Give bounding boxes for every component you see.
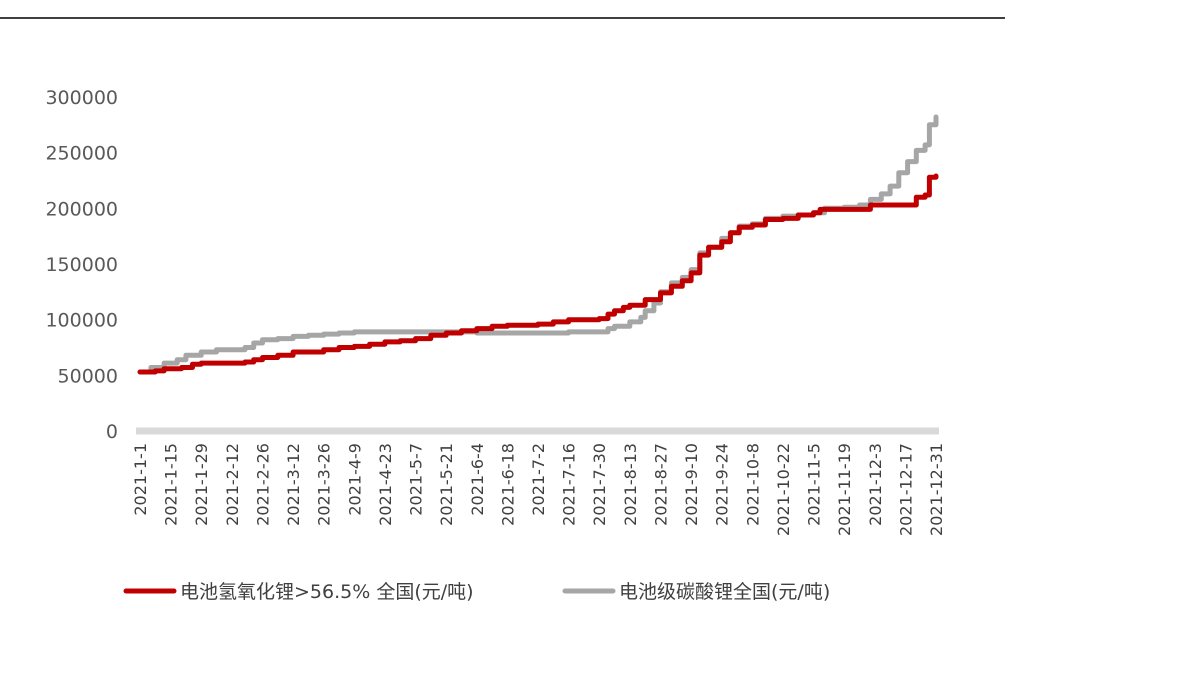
y-tick-label: 200000 <box>45 198 118 220</box>
x-tick-label: 2021-9-10 <box>682 443 701 526</box>
x-tick-label: 2021-2-12 <box>223 443 242 526</box>
x-axis: 2021-1-1 2021-1-15 2021-1-29 2021-2-12 2021-… <box>131 427 946 536</box>
y-tick-label: 250000 <box>45 143 118 165</box>
series-layer <box>137 114 939 375</box>
y-tick-label: 100000 <box>45 310 118 332</box>
x-tick-label: 2021-1-1 <box>131 443 150 516</box>
y-tick-label: 150000 <box>45 254 118 276</box>
legend-item-lithium-hydroxide: 电池氢氧化锂>56.5% 全国(元/吨) <box>123 581 474 603</box>
x-tick-label: 2021-7-30 <box>590 443 609 526</box>
y-tick-label: 300000 <box>45 87 118 109</box>
x-tick-label: 2021-7-2 <box>529 443 548 516</box>
x-tick-label: 2021-10-22 <box>774 443 793 536</box>
x-tick-label: 2021-2-26 <box>253 443 272 526</box>
x-tick-label: 2021-4-23 <box>376 443 395 526</box>
x-tick-label: 2021-12-31 <box>927 443 946 536</box>
x-tick-label: 2021-6-18 <box>498 443 517 526</box>
x-tick-label: 2021-8-27 <box>651 443 670 526</box>
x-tick-label: 2021-11-19 <box>835 443 854 536</box>
series-line-lithium-hydroxide <box>137 173 939 375</box>
y-tick-label: 0 <box>106 421 118 443</box>
x-tick-label: 2021-5-21 <box>437 443 456 526</box>
x-tick-label: 2021-10-8 <box>743 443 762 526</box>
x-tick-label: 2021-6-4 <box>468 443 487 516</box>
legend-label: 电池级碳酸锂全国(元/吨) <box>619 581 830 603</box>
x-tick-label: 2021-9-24 <box>713 443 732 526</box>
x-tick-label: 2021-7-16 <box>560 443 579 526</box>
legend-label: 电池氢氧化锂>56.5% 全国(元/吨) <box>180 581 474 603</box>
series-line-lithium-carbonate <box>137 114 939 375</box>
x-tick-label: 2021-3-12 <box>284 443 303 526</box>
x-tick-label: 2021-5-7 <box>407 443 426 516</box>
x-tick-label: 2021-1-15 <box>162 443 181 526</box>
x-tick-label: 2021-12-17 <box>896 443 915 536</box>
legend: 电池氢氧化锂>56.5% 全国(元/吨) 电池级碳酸锂全国(元/吨) <box>123 581 830 603</box>
legend-item-lithium-carbonate: 电池级碳酸锂全国(元/吨) <box>562 581 830 603</box>
x-tick-label: 2021-11-5 <box>805 443 824 526</box>
y-axis: 0 50000 100000 150000 200000 250000 300000 <box>45 87 118 443</box>
x-tick-label: 2021-4-9 <box>345 443 364 516</box>
x-tick-label: 2021-3-26 <box>315 443 334 526</box>
y-tick-label: 50000 <box>58 365 118 387</box>
x-tick-label: 2021-1-29 <box>192 443 211 526</box>
x-tick-label: 2021-8-13 <box>621 443 640 526</box>
x-tick-label: 2021-12-3 <box>866 443 885 526</box>
